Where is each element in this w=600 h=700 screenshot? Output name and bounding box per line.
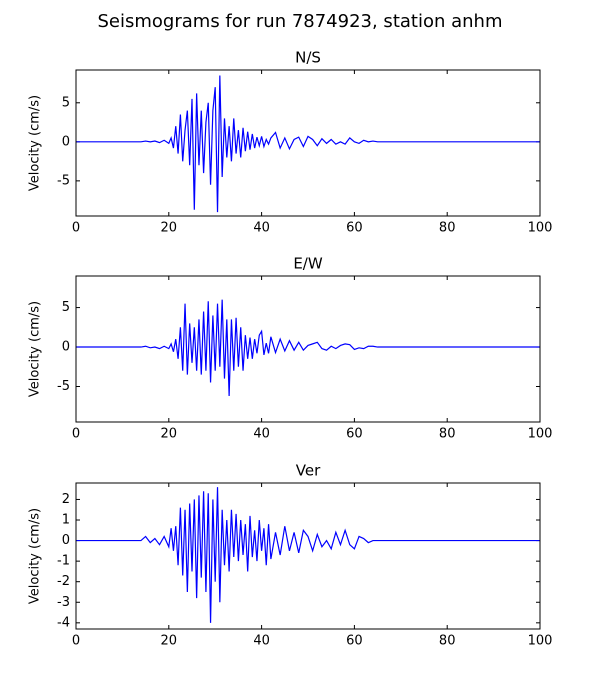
- y-axis-label: Velocity (cm/s): [28, 301, 43, 397]
- seismogram-line: [76, 487, 540, 623]
- x-tick-label: 80: [439, 221, 456, 236]
- subplot-title: Ver: [296, 462, 321, 480]
- x-tick-label: 20: [161, 221, 178, 236]
- y-tick-label: -5: [57, 379, 70, 394]
- x-tick-label: 40: [253, 634, 270, 649]
- x-tick-label: 0: [72, 427, 80, 442]
- y-tick-label: 0: [62, 340, 70, 355]
- y-tick-label: -1: [57, 554, 70, 569]
- y-tick-label: -2: [57, 574, 70, 589]
- plot-frame: [75, 69, 541, 217]
- x-tick-label: 100: [528, 427, 553, 442]
- x-tick-label: 40: [253, 221, 270, 236]
- y-tick-label: 5: [62, 95, 70, 110]
- subplot-title: N/S: [295, 49, 321, 67]
- y-tick-label: 1: [62, 513, 70, 528]
- y-tick-label: 2: [62, 492, 70, 507]
- x-tick-label: 0: [72, 221, 80, 236]
- x-tick-label: 100: [528, 221, 553, 236]
- x-tick-label: 20: [161, 634, 178, 649]
- y-tick-label: -4: [57, 615, 70, 630]
- x-tick-label: 80: [439, 634, 456, 649]
- y-tick-label: 0: [62, 134, 70, 149]
- x-tick-label: 40: [253, 427, 270, 442]
- y-axis-label: Velocity (cm/s): [28, 95, 43, 191]
- x-tick-label: 60: [346, 634, 363, 649]
- y-axis-label: Velocity (cm/s): [28, 508, 43, 604]
- x-tick-label: 80: [439, 427, 456, 442]
- subplot-title: E/W: [293, 255, 323, 273]
- x-tick-label: 100: [528, 634, 553, 649]
- figure-title: Seismograms for run 7874923, station anh…: [98, 11, 503, 32]
- y-tick-label: -3: [57, 595, 70, 610]
- y-tick-label: 5: [62, 300, 70, 315]
- x-tick-label: 60: [346, 221, 363, 236]
- y-tick-label: -5: [57, 173, 70, 188]
- seismogram-line: [76, 75, 540, 213]
- x-tick-label: 20: [161, 427, 178, 442]
- seismogram-line: [76, 299, 540, 396]
- x-tick-label: 60: [346, 427, 363, 442]
- y-tick-label: 0: [62, 533, 70, 548]
- plot-frame: [75, 482, 541, 630]
- x-tick-label: 0: [72, 634, 80, 649]
- plot-frame: [75, 275, 541, 423]
